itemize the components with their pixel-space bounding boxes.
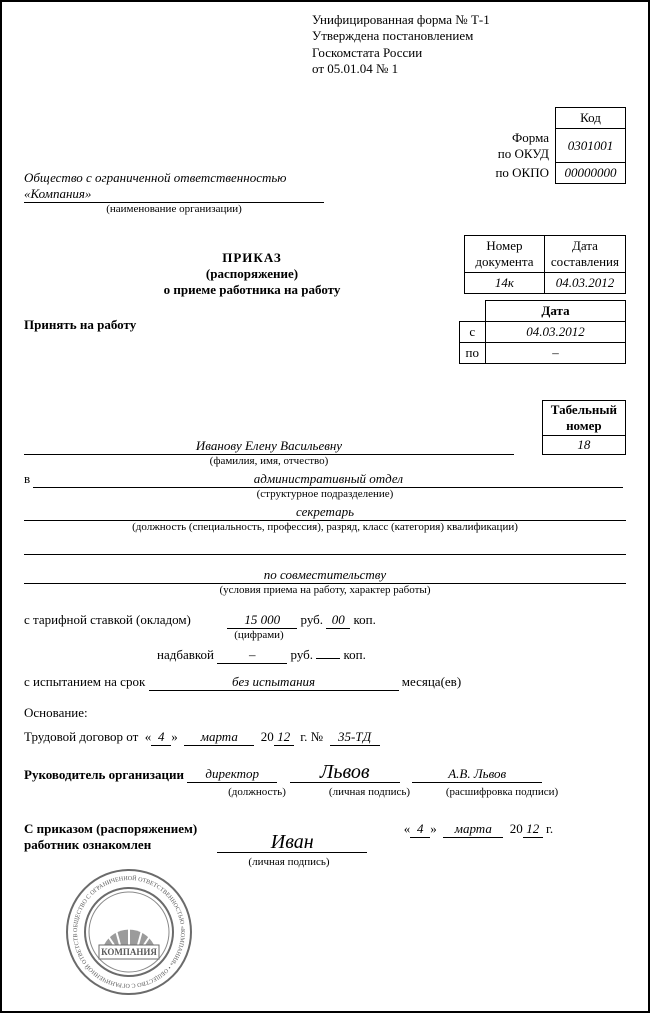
stamp-ring-text: ОБЩЕСТВО С ОГРАНИЧЕННОЙ ОТВЕТСТВЕННОСТЬЮ… bbox=[64, 867, 185, 988]
head-signature: Львов bbox=[290, 764, 400, 783]
dates-block: Дата с04.03.2012 по– bbox=[459, 300, 626, 364]
title-sub2: о приеме работника на работу bbox=[122, 282, 382, 298]
header-line: Госкомстата России bbox=[312, 45, 612, 61]
quote: » bbox=[430, 821, 437, 836]
kop-blank bbox=[316, 658, 340, 659]
trial-unit: месяца(ев) bbox=[402, 674, 461, 689]
rate-lbl: с тарифной ставкой (окладом) bbox=[24, 612, 224, 628]
head-sign-row: Руководитель организации директор Львов … bbox=[24, 764, 626, 799]
org-caption: (наименование организации) bbox=[24, 203, 324, 215]
svg-text:ОБЩЕСТВО С ОГРАНИЧЕННОЙ ОТВЕТС: ОБЩЕСТВО С ОГРАНИЧЕННОЙ ОТВЕТСТВЕННОСТЬЮ… bbox=[64, 867, 185, 988]
tabel-h: Табельный bbox=[551, 402, 617, 417]
date-to: – bbox=[486, 343, 626, 364]
ack-row: С приказом (распоряжением) работник озна… bbox=[24, 821, 626, 869]
org-block: Общество с ограниченной ответственностью… bbox=[24, 170, 324, 215]
date-to-lbl: по bbox=[459, 343, 485, 364]
dates-header: Дата bbox=[486, 301, 626, 322]
contract-month: марта bbox=[184, 729, 254, 746]
basis-lbl: Основание: bbox=[24, 705, 626, 721]
yr-prefix2: 20 bbox=[510, 821, 523, 836]
title-sub1: (распоряжение) bbox=[122, 266, 382, 282]
dept-cap: (структурное подразделение) bbox=[24, 488, 626, 500]
fio-cap: (фамилия, имя, отчество) bbox=[24, 455, 514, 467]
okud-label: по ОКУД bbox=[498, 146, 549, 161]
sig-cap: (личная подпись) bbox=[315, 786, 425, 798]
pos-cap: (должность) bbox=[212, 786, 302, 798]
docnum-h: Дата bbox=[572, 238, 598, 253]
form-header-note: Унифицированная форма № Т-1 Утверждена п… bbox=[312, 12, 612, 77]
tabel-h: номер bbox=[566, 418, 602, 433]
yr-prefix: 20 bbox=[261, 729, 274, 744]
trial-value: без испытания bbox=[149, 674, 399, 691]
okpo-value: 00000000 bbox=[556, 163, 626, 184]
kop-lbl2: коп. bbox=[344, 647, 366, 662]
digits-cap: (цифрами) bbox=[224, 629, 294, 641]
header-line: Унифицированная форма № Т-1 bbox=[312, 12, 612, 28]
head-lbl: Руководитель организации bbox=[24, 767, 184, 782]
codes-block: Код Форма по ОКУД 0301001 по ОКПО 000000… bbox=[494, 107, 626, 184]
date-from: 04.03.2012 bbox=[486, 322, 626, 343]
head-name: А.В. Львов bbox=[412, 766, 542, 783]
company-stamp: ОБЩЕСТВО С ОГРАНИЧЕННОЙ ОТВЕТСТВЕННОСТЬЮ… bbox=[64, 867, 194, 997]
ack-line2: работник ознакомлен bbox=[24, 837, 214, 853]
rub-lbl2: руб. bbox=[291, 647, 314, 662]
header-line: от 05.01.04 № 1 bbox=[312, 61, 612, 77]
forma-label: Форма bbox=[512, 130, 549, 145]
doc-number: 14к bbox=[464, 273, 544, 294]
trial-lbl: с испытанием на срок bbox=[24, 674, 145, 690]
contract-num: 35-ТД bbox=[330, 729, 380, 746]
docnum-block: Номердокумента Датасоставления 14к 04.03… bbox=[464, 235, 626, 294]
contract-lbl: Трудовой договор от bbox=[24, 729, 138, 744]
blank-line bbox=[24, 541, 626, 555]
form-t1-page: Унифицированная форма № Т-1 Утверждена п… bbox=[0, 0, 650, 1013]
header-line: Утверждена постановлением bbox=[312, 28, 612, 44]
stamp-center: КОМПАНИЯ bbox=[101, 947, 157, 957]
ack-year: 12 bbox=[523, 821, 543, 838]
yr-suffix: г. № bbox=[300, 729, 323, 744]
ack-day: 4 bbox=[410, 821, 430, 838]
quote: » bbox=[171, 729, 178, 744]
head-position: директор bbox=[187, 766, 277, 783]
dept: административный отдел bbox=[33, 471, 623, 488]
allowance-value: – bbox=[217, 647, 287, 664]
name-cap: (расшифровка подписи) bbox=[437, 786, 567, 798]
okud-value: 0301001 bbox=[556, 129, 626, 163]
v-label: в bbox=[24, 471, 30, 486]
docnum-h: Номер bbox=[486, 238, 522, 253]
rub-lbl: руб. bbox=[301, 612, 324, 627]
ack-sig-cap: (личная подпись) bbox=[214, 856, 364, 868]
org-name: Общество с ограниченной ответственностью… bbox=[24, 170, 324, 203]
title-block: ПРИКАЗ (распоряжение) о приеме работника… bbox=[122, 250, 382, 298]
conditions: по совместительству bbox=[24, 567, 626, 584]
position-cap: (должность (специальность, профессия), р… bbox=[24, 521, 626, 533]
okpo-label: по ОКПО bbox=[494, 163, 555, 184]
rate-value: 15 000 bbox=[227, 612, 297, 629]
body-block: Иванову Елену Васильевну (фамилия, имя, … bbox=[24, 434, 626, 869]
ack-month: марта bbox=[443, 821, 503, 838]
allowance-lbl: надбавкой bbox=[84, 647, 214, 663]
ack-line1: С приказом (распоряжением) bbox=[24, 821, 214, 837]
conditions-cap: (условия приема на работу, характер рабо… bbox=[24, 584, 626, 596]
contract-day: 4 bbox=[151, 729, 171, 746]
kop-value: 00 bbox=[326, 612, 350, 629]
contract-year: 12 bbox=[274, 729, 294, 746]
doc-date: 04.03.2012 bbox=[544, 273, 625, 294]
kod-header: Код bbox=[556, 108, 626, 129]
kop-lbl: коп. bbox=[354, 612, 376, 627]
ack-signature: Иван bbox=[217, 834, 367, 853]
docnum-h: составления bbox=[551, 254, 619, 269]
title-main: ПРИКАЗ bbox=[122, 250, 382, 266]
accept-label: Принять на работу bbox=[24, 317, 136, 333]
docnum-h: документа bbox=[475, 254, 533, 269]
fio: Иванову Елену Васильевну bbox=[24, 438, 514, 455]
position: секретарь bbox=[24, 504, 626, 521]
date-from-lbl: с bbox=[459, 322, 485, 343]
